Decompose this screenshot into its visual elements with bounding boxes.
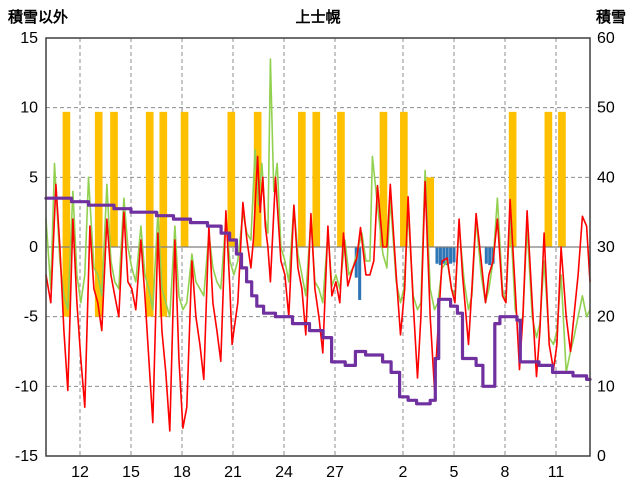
sunshine-bars [400, 111, 408, 247]
sunshine-bars [227, 111, 236, 247]
sunshine-bars [426, 177, 435, 247]
left-axis-tick-label: 5 [29, 169, 38, 186]
chart-title: 上士幌 [295, 9, 341, 26]
sunshine-bars [298, 111, 306, 247]
precipitation-bars [484, 247, 488, 264]
temperature-red-line [45, 155, 591, 432]
right-axis-tick-label: 20 [597, 309, 615, 326]
x-axis-tick-label: 2 [399, 464, 408, 481]
precipitation-bars [442, 247, 446, 264]
sunshine-bars [558, 111, 566, 247]
precipitation-bars [435, 247, 439, 264]
sunshine-bars [94, 111, 103, 317]
precipitation-bars [358, 247, 362, 300]
precipitation-bars [449, 247, 453, 264]
sunshine-bars [544, 111, 553, 247]
left-axis-tick-label: -15 [15, 448, 38, 465]
sunshine-bars [508, 111, 517, 247]
left-axis-tick-label: -10 [15, 378, 38, 395]
left-axis-tick-label: 15 [20, 30, 38, 47]
right-axis-title: 積雪 [595, 9, 626, 26]
x-axis-tick-label: 24 [275, 464, 293, 481]
x-axis-tick-label: 8 [501, 464, 510, 481]
left-axis-tick-label: -5 [24, 309, 38, 326]
right-axis-tick-label: 60 [597, 30, 615, 47]
x-axis-tick-label: 21 [224, 464, 242, 481]
sunshine-bars [337, 111, 345, 247]
right-axis-tick-label: 40 [597, 169, 615, 186]
right-axis-tick-label: 30 [597, 239, 615, 256]
x-axis-tick-label: 12 [71, 464, 89, 481]
precipitation-bars [354, 247, 358, 278]
x-axis-tick-label: 18 [173, 464, 191, 481]
sunshine-bars [379, 111, 388, 247]
x-axis-tick-label: 27 [326, 464, 344, 481]
sunshine-bars [62, 111, 71, 317]
plot-border [45, 37, 591, 457]
sunshine-bars [180, 111, 189, 247]
sunshine-bars [145, 111, 154, 317]
precipitation-bars [438, 247, 442, 266]
x-axis-tick-label: 15 [122, 464, 140, 481]
sunshine-bars [110, 111, 118, 247]
x-axis-tick-label: 5 [450, 464, 459, 481]
left-axis-tick-label: 10 [20, 100, 38, 117]
right-axis-tick-label: 0 [597, 448, 606, 465]
right-axis-tick-label: 10 [597, 378, 615, 395]
sunshine-bars [312, 111, 321, 247]
snow-depth-purple-line [44, 196, 592, 406]
x-axis-tick-label: 11 [548, 464, 565, 481]
precipitation-bars [445, 247, 449, 266]
precipitation-bars [452, 247, 456, 263]
precipitation-bars [488, 247, 492, 266]
left-axis-tick-label: 0 [29, 239, 38, 256]
left-axis-title: 積雪以外 [8, 9, 69, 26]
right-axis-tick-label: 50 [597, 100, 615, 117]
